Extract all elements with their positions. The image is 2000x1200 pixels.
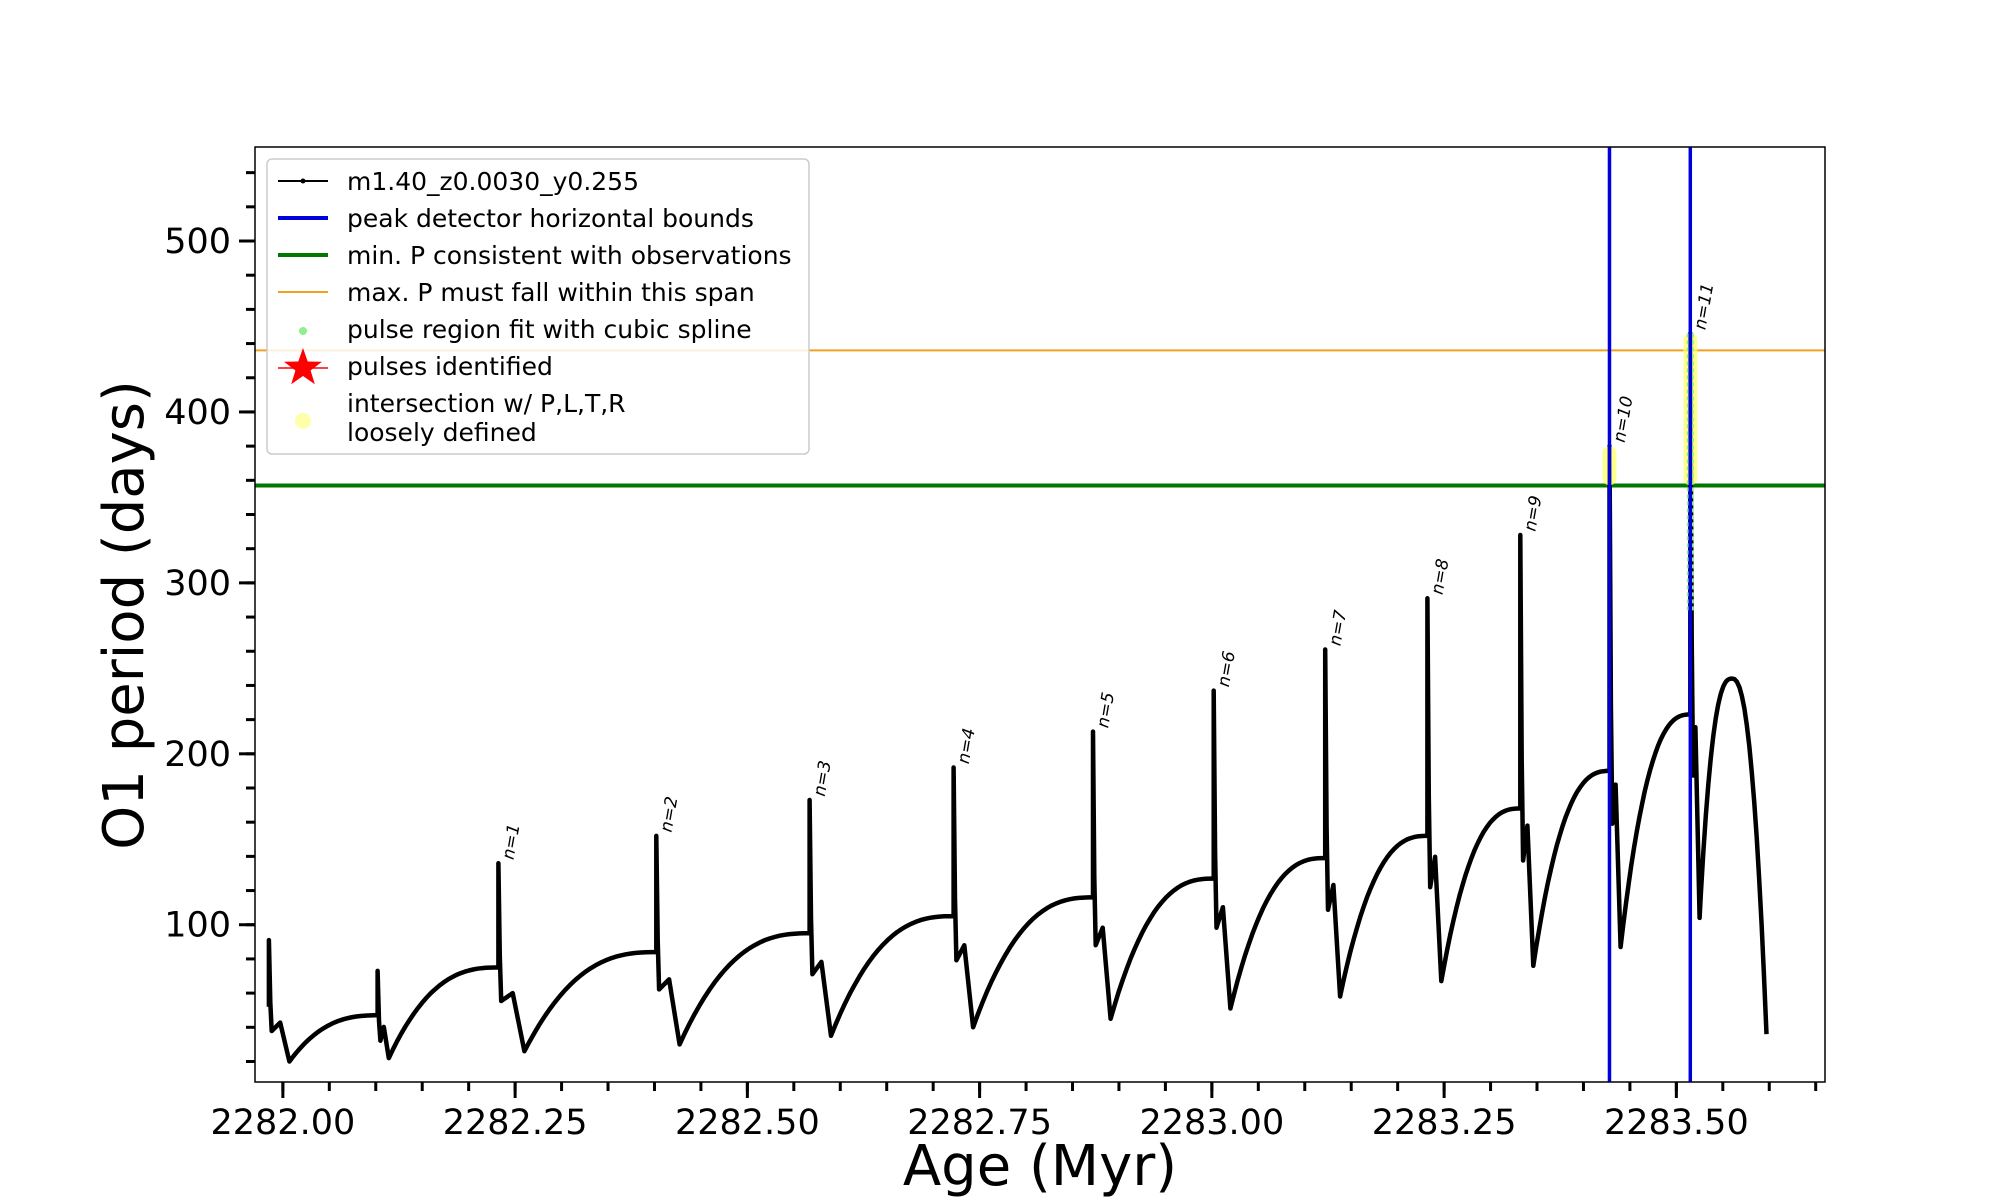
pulse-label: n=2 [657, 795, 683, 834]
x-axis: 2282.00 2282.25 2282.50 2282.75 2283.00 2283.… [211, 1082, 1818, 1143]
pulse-label: n=3 [810, 759, 836, 798]
x-tick-label: 2283.50 [1604, 1103, 1749, 1143]
legend-swatch-star [284, 348, 322, 385]
y-tick-label: 300 [164, 564, 231, 604]
legend-label: peak detector horizontal bounds [347, 204, 754, 233]
legend-label-line2: loosely defined [347, 418, 537, 447]
legend-label: pulses identified [347, 352, 553, 381]
x-tick-label: 2282.25 [443, 1103, 588, 1143]
legend-label: m1.40_z0.0030_y0.255 [347, 167, 639, 196]
pulse-label: n=11 [1691, 282, 1719, 331]
pulse-label: n=9 [1521, 494, 1547, 533]
pulse-label: n=6 [1214, 649, 1240, 688]
legend-label: min. P consistent with observations [347, 241, 792, 270]
pulse-label: n=5 [1093, 691, 1119, 730]
legend-box [266, 158, 810, 455]
x-tick-label: 2282.75 [907, 1103, 1052, 1143]
x-axis-label: Age (Myr) [903, 1134, 1177, 1199]
pulse-label: n=10 [1610, 395, 1638, 444]
y-tick-label: 100 [164, 906, 231, 946]
y-axis: 100 200 300 400 500 [164, 171, 255, 1063]
plot-frame [254, 146, 1826, 1083]
y-tick-label: 400 [164, 393, 231, 433]
series-line [266, 331, 1769, 1064]
legend-label: max. P must fall within this span [347, 278, 755, 307]
legend-swatch-big-dot [295, 413, 311, 429]
x-tick-label: 2283.00 [1139, 1103, 1284, 1143]
legend-label: intersection w/ P,L,T,R [347, 389, 626, 418]
legend-marker-series [300, 178, 306, 184]
pulse-label: n=4 [954, 727, 980, 766]
plot-content [255, 147, 1825, 1082]
x-tick-label: 2282.00 [211, 1103, 356, 1143]
pulse-label: n=1 [499, 822, 525, 861]
pulse-label: n=8 [1428, 557, 1454, 596]
legend-swatch-dot [299, 327, 307, 335]
pulse-label: n=7 [1325, 608, 1351, 647]
legend-label: pulse region fit with cubic spline [347, 315, 752, 344]
x-tick-label: 2282.50 [675, 1103, 820, 1143]
y-axis-label: O1 period (days) [92, 380, 157, 850]
y-tick-label: 200 [164, 735, 231, 775]
x-tick-label: 2283.25 [1372, 1103, 1517, 1143]
y-tick-label: 500 [164, 222, 231, 262]
